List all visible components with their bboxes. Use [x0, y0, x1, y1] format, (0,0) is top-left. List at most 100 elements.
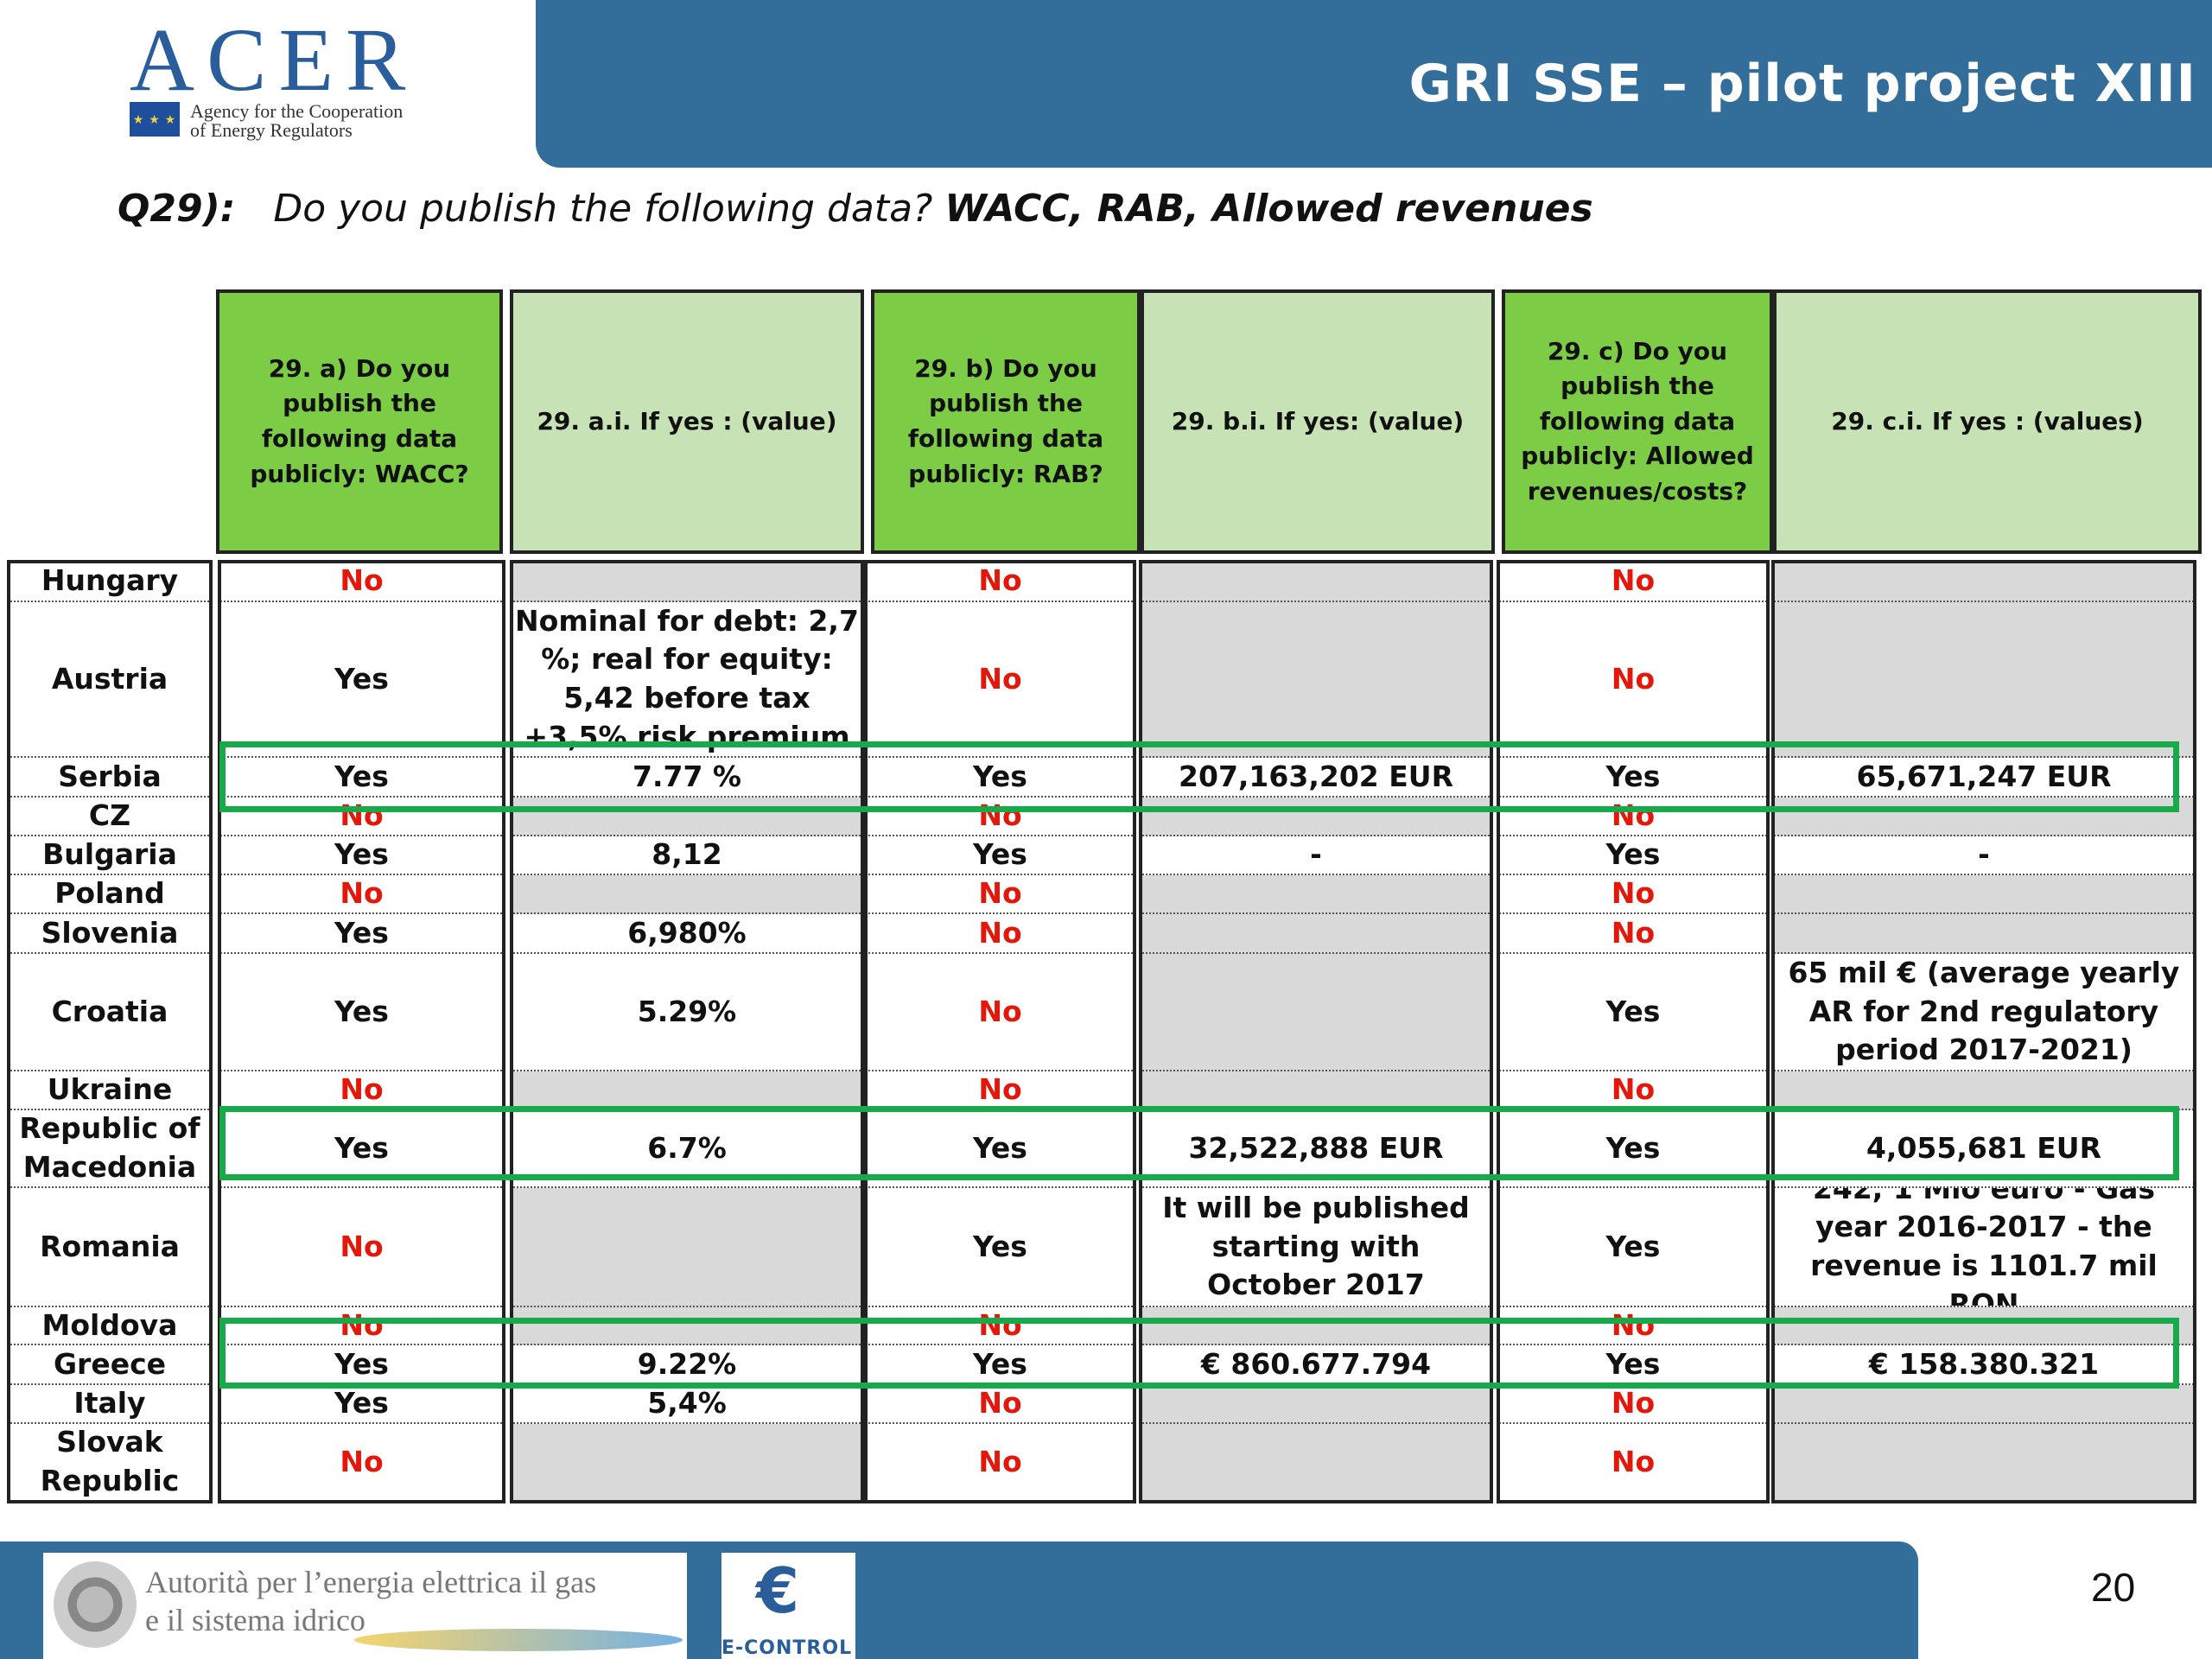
value-cell: -: [1771, 836, 2196, 875]
country-cell: Croatia: [7, 954, 213, 1071]
empty-cell: [510, 1307, 864, 1345]
empty-cell: [1139, 1385, 1493, 1424]
country-cell: Poland: [7, 875, 213, 914]
aeegsi-logo: Autorità per l’energia elettrica il gas …: [43, 1553, 687, 1659]
answer-cell: No: [218, 875, 505, 914]
country-cell: Serbia: [7, 758, 213, 798]
header-band: GRI SSE – pilot project XIII: [536, 0, 2212, 168]
answer-cell: No: [864, 914, 1136, 954]
answer-cell: Yes: [864, 1110, 1136, 1188]
answer-cell: No: [1497, 798, 1770, 836]
value-cell: Nominal for debt: 2,7 %; real for equity…: [510, 602, 864, 758]
empty-cell: [510, 1188, 864, 1307]
value-cell: 5.29%: [510, 954, 864, 1071]
logo-subtitle-line1: Agency for the Cooperation: [190, 100, 404, 122]
swoosh-graphic: [354, 1629, 683, 1651]
value-cell: 6,980%: [510, 914, 864, 954]
empty-cell: [1139, 1307, 1493, 1345]
page-number: 20: [2091, 1565, 2136, 1610]
answer-cell: Yes: [864, 836, 1136, 875]
country-cell: Moldova: [7, 1307, 213, 1345]
country-cell: Romania: [7, 1188, 213, 1307]
question: Q29): Do you publish the following data? …: [118, 187, 1593, 231]
column-header: 29. b) Do you publish the following data…: [871, 289, 1141, 554]
value-cell: 65,671,247 EUR: [1771, 758, 2196, 798]
logo-wordmark: ACER: [130, 10, 418, 110]
answer-cell: No: [1497, 602, 1770, 758]
answer-cell: No: [1497, 1424, 1770, 1502]
country-cell: Greece: [7, 1345, 213, 1385]
answer-cell: No: [1497, 562, 1770, 602]
country-cell: Republic of Macedonia: [7, 1110, 213, 1188]
answer-cell: No: [864, 954, 1136, 1071]
value-cell: 4,055,681 EUR: [1771, 1110, 2196, 1188]
value-cell: 6.7%: [510, 1110, 864, 1188]
answer-cell: No: [1497, 914, 1770, 954]
empty-cell: [1771, 798, 2196, 836]
answer-cell: No: [864, 1385, 1136, 1424]
value-cell: 9.22%: [510, 1345, 864, 1385]
answer-cell: Yes: [218, 836, 505, 875]
value-cell: € 860.677.794: [1139, 1345, 1493, 1385]
acer-logo: ACER ★ ★ ★ Agency for the Cooperation of…: [130, 16, 441, 145]
empty-cell: [1139, 1071, 1493, 1110]
empty-cell: [1771, 914, 2196, 954]
answer-cell: Yes: [1497, 1110, 1770, 1188]
answer-cell: Yes: [1497, 1188, 1770, 1307]
econtrol-logo: € E-CONTROL: [721, 1553, 855, 1659]
answer-cell: No: [218, 1424, 505, 1502]
value-cell: It will be published starting with Octob…: [1139, 1188, 1493, 1307]
logo-subtitle-line2: of Energy Regulators: [190, 119, 353, 141]
empty-cell: [1771, 1307, 2196, 1345]
empty-cell: [1139, 798, 1493, 836]
value-cell: 32,522,888 EUR: [1139, 1110, 1493, 1188]
answer-cell: No: [1497, 1385, 1770, 1424]
aeegsi-line1: Autorità per l’energia elettrica il gas: [145, 1565, 597, 1599]
empty-cell: [1139, 562, 1493, 602]
answer-cell: Yes: [1497, 954, 1770, 1071]
answer-cell: Yes: [218, 758, 505, 798]
answer-cell: No: [1497, 1071, 1770, 1110]
answer-cell: No: [218, 798, 505, 836]
answer-cell: No: [864, 1071, 1136, 1110]
answer-cell: No: [864, 562, 1136, 602]
answer-cell: Yes: [218, 1345, 505, 1385]
empty-cell: [1139, 914, 1493, 954]
empty-cell: [510, 1424, 864, 1502]
value-cell: € 158.380.321: [1771, 1345, 2196, 1385]
question-emphasis: WACC, RAB, Allowed revenues: [944, 187, 1593, 231]
answer-cell: Yes: [864, 758, 1136, 798]
column-header: 29. b.i. If yes: (value): [1141, 289, 1495, 554]
country-cell: Slovenia: [7, 914, 213, 954]
country-cell: Italy: [7, 1385, 213, 1424]
empty-cell: [510, 798, 864, 836]
answer-cell: Yes: [218, 1385, 505, 1424]
empty-cell: [1771, 1424, 2196, 1502]
country-cell: Slovak Republic: [7, 1424, 213, 1502]
empty-cell: [1771, 602, 2196, 758]
aeegsi-logo-text: Autorità per l’energia elettrica il gas …: [145, 1563, 596, 1639]
answer-cell: No: [864, 602, 1136, 758]
value-cell: 207,163,202 EUR: [1139, 758, 1493, 798]
econtrol-icon: €: [756, 1554, 800, 1627]
country-cell: Austria: [7, 602, 213, 758]
data-table: 29. a) Do you publish the following data…: [7, 289, 2202, 1503]
empty-cell: [1771, 1385, 2196, 1424]
answer-cell: Yes: [864, 1345, 1136, 1385]
question-number: Q29):: [118, 187, 236, 231]
answer-cell: Yes: [218, 914, 505, 954]
answer-cell: Yes: [864, 1188, 1136, 1307]
empty-cell: [1139, 1424, 1493, 1502]
answer-cell: No: [218, 1307, 505, 1345]
column-header: 29. c.i. If yes : (values): [1773, 289, 2202, 554]
answer-cell: Yes: [1497, 1345, 1770, 1385]
empty-cell: [1771, 875, 2196, 914]
answer-cell: No: [864, 875, 1136, 914]
empty-cell: [1139, 602, 1493, 758]
emblem-icon: [54, 1561, 137, 1648]
empty-cell: [1771, 562, 2196, 602]
eu-flag-icon: ★ ★ ★: [130, 102, 180, 137]
value-cell: -: [1139, 836, 1493, 875]
empty-cell: [510, 1071, 864, 1110]
answer-cell: Yes: [218, 602, 505, 758]
